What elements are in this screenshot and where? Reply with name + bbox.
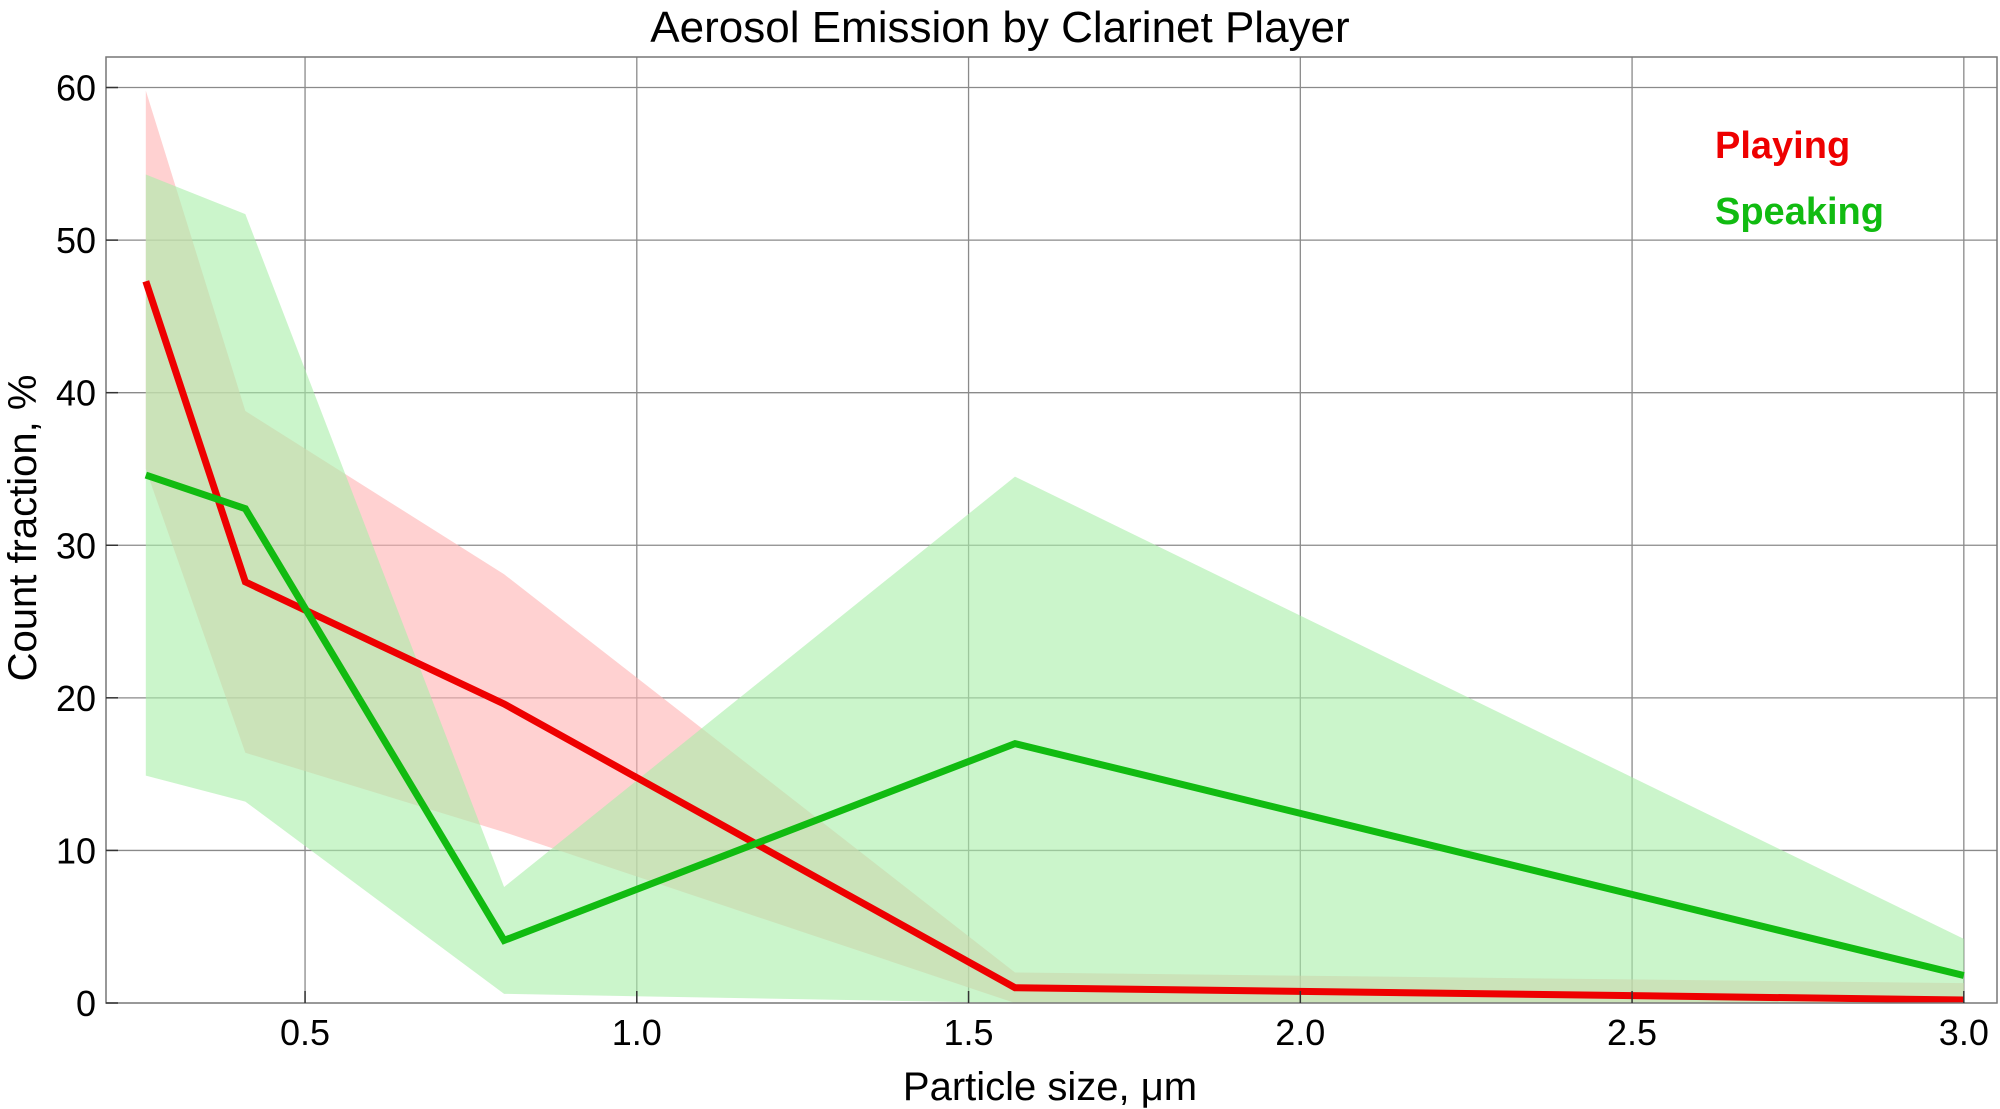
line-speaking [144,471,1965,979]
y-tick-label: 50 [56,220,96,261]
y-tick-label: 60 [56,68,96,109]
plot-frame [105,56,1998,1004]
series-lines [142,280,1965,1004]
axis-ticks [106,86,1965,1004]
x-tick-label: 1.5 [944,1012,994,1053]
legend-entry-playing: Playing [1715,125,1850,167]
x-tick-label: 2.5 [1607,1012,1657,1053]
x-axis-title: Particle size, μm [903,1065,1197,1109]
line-playing [142,280,1964,1004]
y-tick-label: 40 [56,373,96,414]
y-tick-label: 0 [76,983,96,1024]
y-axis-title: Count fraction, % [1,375,45,682]
legend: Playing Speaking [1715,125,1884,233]
x-tick-label: 0.5 [280,1012,330,1053]
x-tick-label: 3.0 [1939,1012,1989,1053]
x-tick-label: 1.0 [612,1012,662,1053]
x-tick-label: 2.0 [1275,1012,1325,1053]
y-tick-labels: 0 10 20 30 40 50 60 [56,68,96,1024]
y-tick-label: 10 [56,830,96,871]
band-playing [145,90,1964,1003]
y-tick-label: 20 [56,678,96,719]
y-tick-label: 30 [56,525,96,566]
legend-entry-speaking: Speaking [1715,191,1884,233]
chart-title: Aerosol Emission by Clarinet Player [650,3,1349,52]
band-speaking [145,174,1964,1004]
x-tick-labels: 0.5 1.0 1.5 2.0 2.5 3.0 [280,1012,1989,1053]
confidence-bands [145,90,1964,1004]
